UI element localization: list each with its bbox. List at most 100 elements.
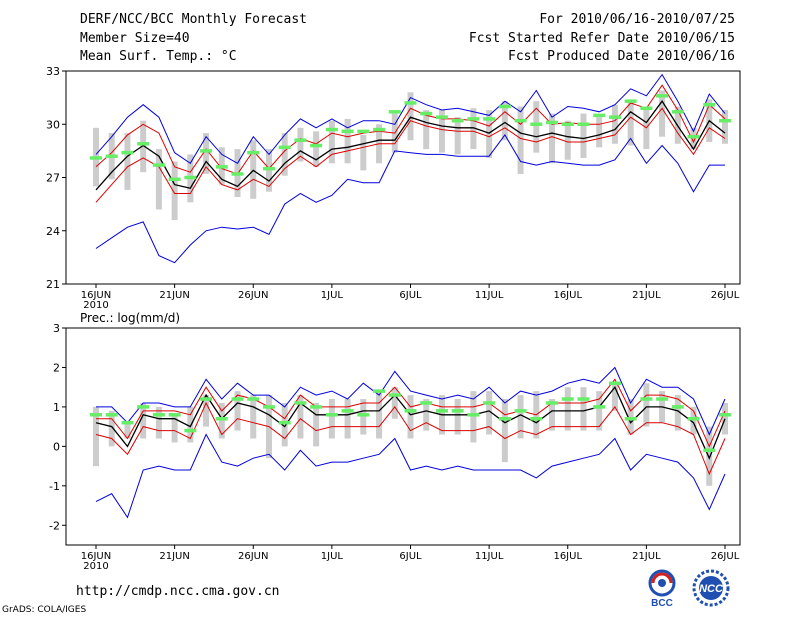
chart2-box xyxy=(328,399,335,439)
grads-credit: GrADS: COLA/IGES xyxy=(2,605,87,615)
chart1-box xyxy=(155,149,162,210)
chart1-box xyxy=(140,120,147,173)
chart1-ytick-label: 27 xyxy=(46,172,60,185)
chart2-xtick-label: 26JUL xyxy=(711,551,740,562)
chart1-series-min xyxy=(95,133,725,264)
chart1-box xyxy=(407,92,414,141)
chart1-box xyxy=(344,118,351,164)
chart1-box xyxy=(533,101,540,153)
chart2-box xyxy=(706,426,713,486)
chart1-box xyxy=(596,117,603,148)
chart1-box xyxy=(486,110,493,158)
chart2-series-lower xyxy=(95,401,726,476)
chart2-box xyxy=(454,399,461,435)
forecast-started-date: Fcst Started Refer Date 2010/06/15 xyxy=(468,31,735,46)
chart2-xtick-label: 6JUL xyxy=(399,551,422,562)
chart2-xtick-label: 11JUL xyxy=(475,551,504,562)
chart2-box xyxy=(549,399,556,431)
chart2-xtick-label: 21JUL xyxy=(632,551,661,562)
forecast-produced-date: Fcst Produced Date 2010/06/16 xyxy=(508,49,735,64)
chart2-year-label: 2010 xyxy=(83,561,108,572)
source-url[interactable]: http://cmdp.ncc.cma.gov.cn xyxy=(76,584,280,599)
chart2-box xyxy=(344,399,351,439)
chart1-box xyxy=(297,127,304,162)
chart1-xtick-label: 6JUL xyxy=(399,290,422,301)
chart2-box xyxy=(376,391,383,439)
chart2-box xyxy=(486,391,493,435)
chart2-box xyxy=(596,391,603,431)
chart2-box xyxy=(470,391,477,443)
chart1-box xyxy=(281,133,288,176)
chart2-ytick-label: 1 xyxy=(53,401,60,414)
chart1-series-mean xyxy=(95,100,726,191)
chart1-xtick-label: 1JUL xyxy=(321,290,344,301)
chart2-box xyxy=(501,399,508,463)
chart1-xtick-label: 21JUL xyxy=(632,290,661,301)
chart2-ytick-label: -1 xyxy=(49,480,60,493)
chart1-xtick-label: 11JUL xyxy=(475,290,504,301)
chart2-box xyxy=(627,399,634,435)
chart-title: DERF/NCC/BCC Monthly Forecast xyxy=(80,12,307,27)
chart1-box xyxy=(501,101,508,141)
chart1-box xyxy=(203,133,210,174)
chart1-ytick-label: 21 xyxy=(46,278,60,291)
chart2-box xyxy=(203,395,210,427)
chart1-box xyxy=(549,113,556,164)
chart1-box xyxy=(438,110,445,153)
chart2-box xyxy=(643,383,650,427)
chart2-box xyxy=(423,399,430,431)
chart1-series-upper xyxy=(95,84,726,175)
chart1-ytick-label: 33 xyxy=(46,65,60,78)
chart2-box xyxy=(108,410,115,447)
chart2-series-upper xyxy=(96,378,726,448)
chart1-box xyxy=(517,106,524,174)
chart2-series-mean xyxy=(95,385,726,460)
chart2-box xyxy=(391,387,398,419)
chart1-box xyxy=(250,140,257,199)
chart2-xtick-label: 16JUL xyxy=(553,551,582,562)
chart1-xtick-label: 26JUL xyxy=(711,290,740,301)
chart1-series-lower xyxy=(95,107,726,203)
chart2-ytick-label: 0 xyxy=(53,440,60,453)
chart2-box xyxy=(674,395,681,431)
chart1-box xyxy=(611,104,618,144)
chart1-xtick-label: 16JUL xyxy=(553,290,582,301)
chart2-box xyxy=(564,387,571,431)
chart2-series-max xyxy=(96,366,726,436)
chart2-box xyxy=(155,406,162,439)
chart2-box xyxy=(611,383,618,411)
member-size: Member Size=40 xyxy=(80,31,190,46)
chart2-ytick-label: 3 xyxy=(53,322,60,335)
chart2-box xyxy=(124,422,131,439)
chart1-box xyxy=(423,110,430,150)
bcc-logo: BCC xyxy=(640,568,684,612)
chart2-ytick-label: -2 xyxy=(49,519,60,532)
chart2-box xyxy=(140,402,147,439)
chart2-title: Prec.: log(mm/d) xyxy=(80,311,180,325)
chart1-ytick-label: 24 xyxy=(46,225,60,238)
ncc-logo-text: NCC xyxy=(699,583,724,595)
chart2-xtick-label: 16JUN xyxy=(81,551,111,562)
chart1-series-max xyxy=(95,73,726,165)
chart1-box xyxy=(690,127,697,150)
chart1-box xyxy=(171,161,178,221)
chart2-box xyxy=(360,399,367,435)
chart1-box xyxy=(659,90,666,137)
chart2-frame xyxy=(65,327,741,546)
ncc-logo: NCC xyxy=(688,568,734,612)
chart2-box xyxy=(218,402,225,439)
chart2-box xyxy=(171,414,178,443)
chart1-box xyxy=(627,101,634,146)
chart1-box xyxy=(580,113,587,158)
chart1-frame xyxy=(65,70,741,285)
chart1-ytick-label: 30 xyxy=(46,118,60,131)
chart2-box xyxy=(281,402,288,447)
chart2-ytick-label: 2 xyxy=(53,361,60,374)
chart1-box xyxy=(313,131,320,167)
variable-label: Mean Surf. Temp.: °C xyxy=(80,49,237,64)
chart2-box xyxy=(690,406,697,435)
chart2-box xyxy=(580,387,587,431)
chart2-xtick-label: 1JUL xyxy=(321,551,344,562)
chart2-box xyxy=(93,406,99,467)
